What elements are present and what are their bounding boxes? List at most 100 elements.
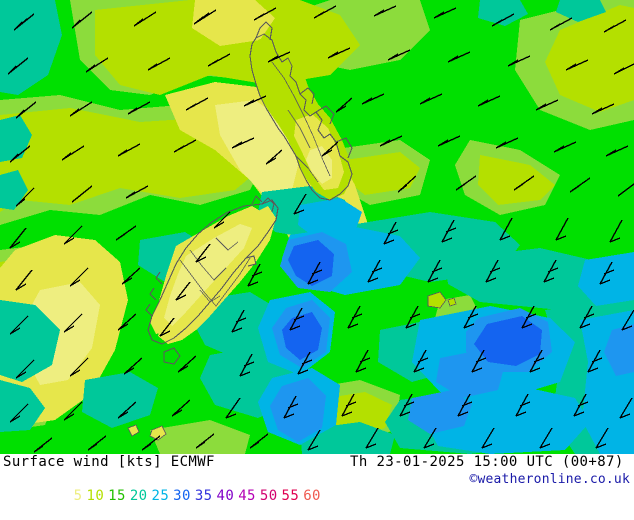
wind-barb — [507, 55, 531, 67]
wind-barb — [355, 349, 371, 373]
wind-barb — [515, 393, 531, 417]
wind-barb — [231, 137, 255, 149]
wind-barb — [147, 57, 171, 71]
wind-barb — [15, 187, 35, 207]
wind-barb — [327, 47, 351, 59]
wind-barb — [213, 211, 231, 229]
wind-barb — [249, 433, 269, 449]
wind-barb — [69, 357, 89, 377]
legend-value-40[interactable]: 40 — [216, 488, 235, 504]
copyright-link[interactable]: ©weatheronline.co.uk — [469, 472, 630, 487]
wind-barb — [591, 103, 615, 115]
wind-barb — [603, 19, 627, 33]
wind-barb — [491, 13, 515, 27]
wind-barb — [347, 305, 363, 329]
surface-wind-map[interactable] — [0, 0, 634, 454]
wind-barb — [307, 261, 323, 285]
legend-value-10[interactable]: 10 — [86, 488, 105, 504]
legend-value-50[interactable]: 50 — [259, 488, 278, 504]
wind-barb — [405, 305, 421, 329]
coastline — [145, 21, 353, 365]
south-island-shading — [150, 206, 276, 344]
wind-barb — [335, 97, 353, 113]
wind-barb — [243, 95, 267, 107]
wind-barb — [117, 401, 137, 419]
wind-barb — [133, 11, 157, 27]
wind-barb — [481, 427, 495, 449]
wind-barb — [71, 11, 93, 29]
wind-barb — [71, 185, 93, 203]
wind-barb — [437, 135, 461, 147]
wind-barb — [573, 393, 589, 417]
wind-barb — [387, 49, 411, 61]
map-footer: Surface wind [kts] ECMWF Th 23-01-2025 1… — [0, 454, 634, 504]
wind-barb — [565, 59, 589, 71]
wind-barb — [553, 141, 577, 153]
map-canvas — [0, 0, 634, 454]
wind-barb — [599, 261, 615, 285]
legend-value-20[interactable]: 20 — [129, 488, 148, 504]
wind-barb — [471, 349, 487, 373]
wind-barb — [195, 433, 215, 449]
wind-barb — [447, 51, 471, 63]
wind-barb — [619, 397, 633, 419]
wind-barb — [173, 139, 197, 153]
wind-barb — [15, 269, 33, 291]
wind-barb — [127, 101, 151, 115]
wind-barb — [9, 403, 29, 423]
wind-barb — [617, 183, 634, 197]
wind-barb — [373, 5, 397, 17]
legend-value-60[interactable]: 60 — [303, 488, 321, 504]
wind-barb — [485, 259, 501, 283]
wind-barb — [293, 193, 307, 215]
wind-barb — [569, 177, 591, 193]
wind-barb — [621, 309, 634, 331]
wind-barb — [513, 175, 535, 191]
wind-barb — [121, 267, 141, 285]
legend-value-25[interactable]: 25 — [151, 488, 170, 504]
legend-value-55[interactable]: 55 — [281, 488, 300, 504]
wind-barb — [265, 149, 283, 165]
wind-barbs — [7, 5, 634, 453]
wind-barb — [535, 99, 559, 111]
wind-barb — [455, 175, 477, 191]
small-island — [149, 425, 167, 441]
wind-barb — [463, 305, 479, 329]
wind-barb — [7, 57, 29, 75]
wind-barb — [15, 101, 37, 119]
legend-value-45[interactable]: 45 — [238, 488, 256, 504]
wind-barb — [193, 9, 217, 25]
wind-barb — [399, 393, 415, 417]
wind-barb — [379, 135, 403, 147]
wind-barb — [587, 349, 603, 373]
wind-barb — [495, 137, 519, 149]
wind-barb — [225, 397, 241, 419]
wind-barb — [521, 305, 537, 329]
wind-barb — [427, 259, 443, 283]
legend-value-35[interactable]: 35 — [194, 488, 213, 504]
wind-barb — [397, 175, 417, 193]
wind-barb — [69, 267, 89, 287]
wind-barb — [477, 95, 501, 107]
wind-barb — [15, 359, 35, 379]
wind-speed-legend[interactable]: 5 10 15 20 25 30 35 40 45 50 55 60 — [3, 472, 325, 520]
wind-barb — [141, 435, 161, 451]
wind-barb — [33, 437, 53, 453]
footer-legend-row: 5 10 15 20 25 30 35 40 45 50 55 60 ©weatheronline.c… — [0, 471, 634, 504]
wind-barb — [555, 217, 569, 241]
footer-title-row: Surface wind [kts] ECMWF Th 23-01-2025 1… — [0, 454, 634, 471]
wind-barb — [87, 435, 107, 451]
legend-value-30[interactable]: 30 — [173, 488, 191, 504]
legend-value-5[interactable]: 5 — [73, 488, 83, 504]
wind-barb — [289, 307, 305, 331]
wind-barb — [231, 309, 247, 333]
wind-barb — [207, 53, 231, 67]
wind-barb — [115, 225, 137, 241]
legend-value-15[interactable]: 15 — [108, 488, 126, 504]
wind-barb — [543, 259, 559, 283]
wind-barb — [159, 317, 175, 337]
wind-barb — [361, 93, 385, 105]
wind-barb — [171, 399, 191, 417]
wind-barb — [367, 259, 383, 283]
wind-barb — [365, 427, 379, 449]
